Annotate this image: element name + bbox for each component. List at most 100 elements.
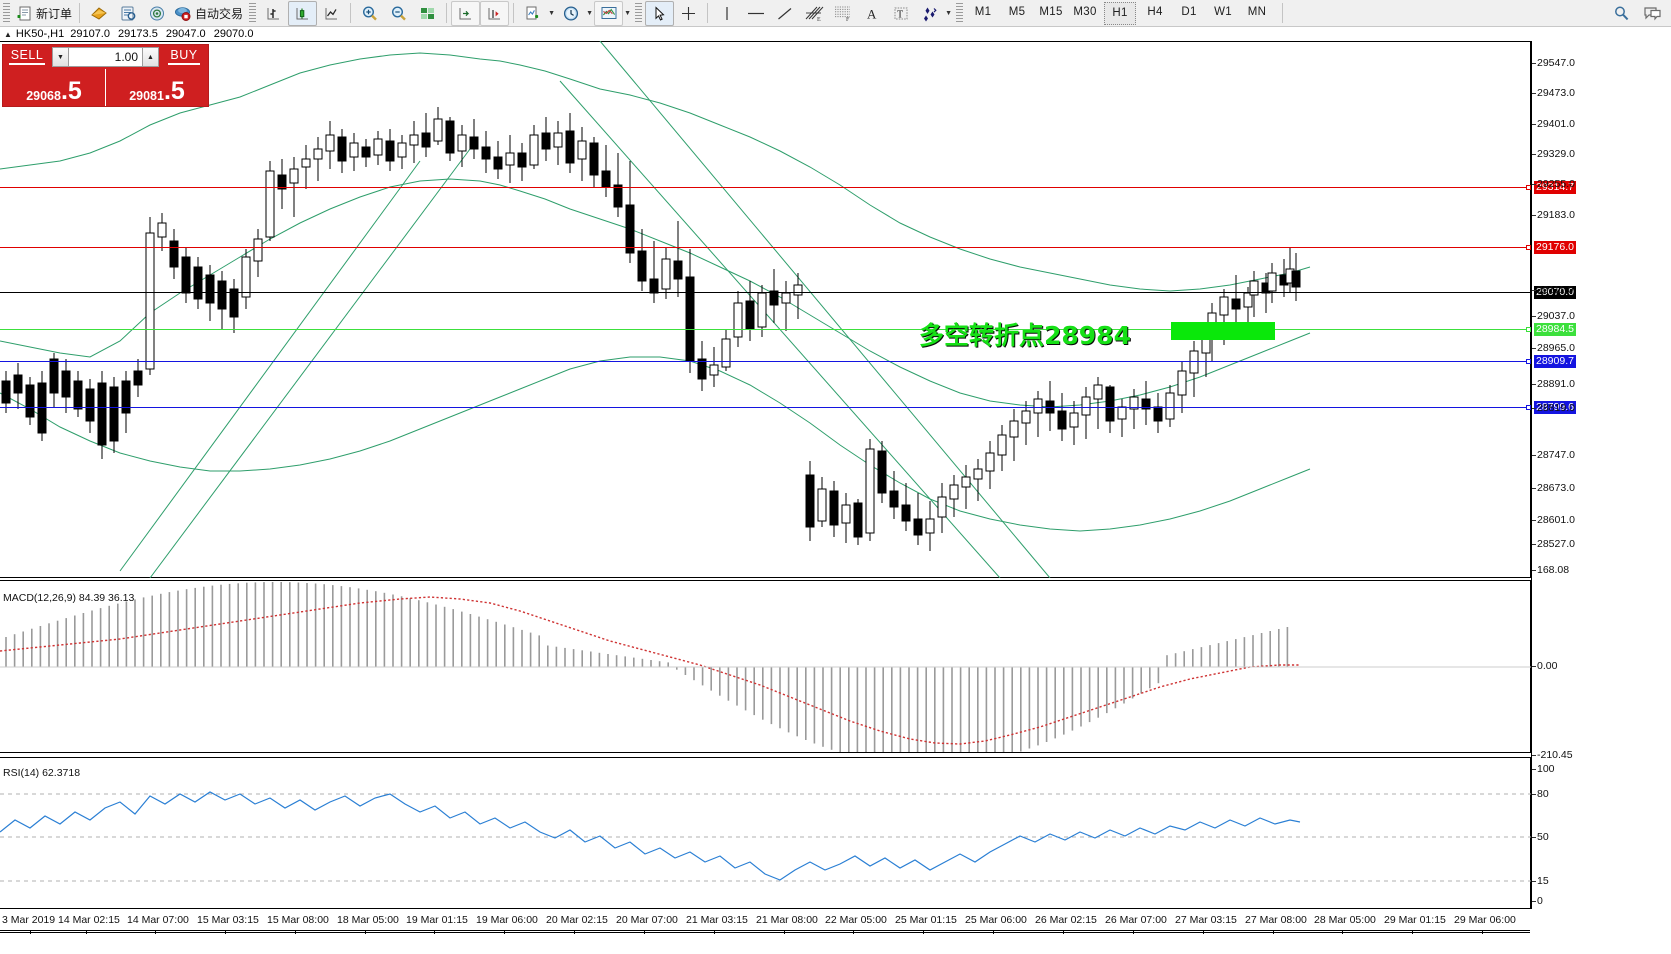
indicators-dropdown-arrow[interactable]: ▼ [548,9,555,17]
fibonacci-button[interactable]: F [828,1,857,26]
price-tick [1532,384,1536,385]
zoom-out-button[interactable] [384,1,413,26]
volume-decrement-icon[interactable]: ▼ [52,47,69,67]
expert-advisors-button[interactable] [84,1,113,26]
time-axis-tick [1482,930,1483,934]
indicator-tick-label: 80 [1537,788,1549,800]
chart-area[interactable]: 29314.7 29176.0 29070.0 28984.5 28909.7 28799… [0,41,1671,952]
support-line-28799[interactable] [0,407,1531,408]
resistance-line-29314-handle[interactable] [1526,185,1531,190]
support-line-28909-handle[interactable] [1526,359,1531,364]
toolbar-separator-5 [707,3,709,23]
timeframe-d1[interactable]: D1 [1181,6,1197,18]
trend-line-button[interactable] [770,1,799,26]
toolbar-separator-3 [446,3,448,23]
time-axis-tick [1133,930,1134,934]
auto-scroll-button[interactable] [480,0,510,26]
time-axis-tick [504,930,505,934]
sell-price[interactable]: 29068.5 [3,69,106,106]
volume-value[interactable]: 1.00 [69,47,142,67]
timeframe-m15[interactable]: M15 [1039,6,1063,18]
cursor-button[interactable] [645,0,675,26]
rsi-chart-canvas[interactable] [0,758,1531,908]
volume-stepper[interactable]: ▼ 1.00 ▲ [52,47,159,67]
collapse-triangle-icon[interactable]: ▲ [4,29,12,39]
chat-icon[interactable] [1638,1,1667,26]
ohlc-open: 29107.0 [70,28,110,40]
buy-button[interactable]: BUY [160,45,208,69]
indicator-tick [1532,570,1536,571]
price-tick [1532,520,1536,521]
text-label-button[interactable]: T [886,1,915,26]
symbol-name: HK50-,H1 [15,28,65,40]
pivot-line-28984[interactable] [0,329,1531,330]
autotrading-button[interactable]: 自动交易 [171,1,246,26]
bar-chart-button[interactable] [259,1,288,26]
timeframe-m1[interactable]: M1 [974,6,992,18]
macd-chart-canvas[interactable] [0,581,1531,752]
time-axis-label: 26 Mar 07:00 [1105,914,1167,926]
price-tick-label: 28965.0 [1537,342,1575,354]
timeframe-h1[interactable]: H1 [1104,1,1137,25]
objects-button[interactable] [915,1,944,26]
macd-indicator-label: MACD(12,26,9) 84.39 36.13 [3,592,135,604]
horizontal-line-button[interactable] [741,1,770,26]
candlestick-chart-button[interactable] [288,0,318,26]
resistance-line-29314[interactable] [0,187,1531,188]
one-click-trading-panel[interactable]: SELL ▼ 1.00 ▲ BUY 29068.5 29081.5 [2,44,209,107]
templates-button[interactable] [594,0,624,26]
timeframe-group: M1 M5 M15 M30 H1 H4 D1 W1 MN [966,1,1274,25]
timeframe-h4[interactable]: H4 [1147,6,1163,18]
rsi-indicator-label: RSI(14) 62.3718 [3,767,81,779]
buy-price[interactable]: 29081.5 [129,77,185,105]
time-axis-tick [923,930,924,934]
resistance-line-29176-handle[interactable] [1526,245,1531,250]
time-axis-label: 27 Mar 08:00 [1245,914,1307,926]
zoom-in-button[interactable] [355,1,384,26]
ohlc-close: 29070.0 [213,28,254,40]
text-button[interactable]: A [857,1,886,26]
timeframe-m30[interactable]: M30 [1073,6,1097,18]
indicator-tick [1532,901,1536,902]
svg-text:E: E [817,17,821,22]
svg-text:F: F [846,17,850,22]
new-order-button[interactable]: 新订单 [13,1,75,26]
timeframe-w1[interactable]: W1 [1214,6,1232,18]
equidistant-channel-button[interactable]: E [799,1,828,26]
chart-shift-button[interactable] [451,0,481,26]
crosshair-button[interactable] [674,1,703,26]
period-dropdown-arrow[interactable]: ▼ [586,9,593,17]
time-axis-label: 20 Mar 02:15 [546,914,608,926]
search-icon[interactable] [1607,1,1636,26]
sell-button[interactable]: SELL [3,45,51,69]
support-line-28909[interactable] [0,361,1531,362]
market-watch-button[interactable] [113,1,142,26]
price-tick [1532,63,1536,64]
time-axis-tick [574,930,575,934]
timeframe-mn[interactable]: MN [1247,6,1267,18]
period-button[interactable] [556,1,585,26]
price-tick [1532,408,1536,409]
time-axis-tick [434,930,435,934]
indicators-button[interactable] [518,1,547,26]
volume-increment-icon[interactable]: ▲ [142,47,159,67]
toolbar-grip-4[interactable] [956,3,964,23]
toolbar-grip[interactable] [3,3,10,23]
tile-windows-button[interactable] [413,1,442,26]
current-price-29070[interactable] [0,292,1531,293]
price-chart-canvas[interactable] [0,41,1531,578]
line-chart-button[interactable] [317,1,346,26]
resistance-line-29176[interactable] [0,247,1531,248]
support-line-28799-handle[interactable] [1526,405,1531,410]
time-axis-label: 20 Mar 07:00 [616,914,678,926]
toolbar-grip-3[interactable] [635,3,643,23]
templates-dropdown-arrow[interactable]: ▼ [624,9,631,17]
price-tick-label: 29183.0 [1537,209,1575,221]
toolbar-grip-2[interactable] [249,3,257,23]
vertical-line-button[interactable] [712,1,741,26]
navigator-button[interactable] [142,1,171,26]
timeframe-m5[interactable]: M5 [1008,6,1026,18]
pivot-line-28984-handle[interactable] [1526,327,1531,332]
objects-dropdown-arrow[interactable]: ▼ [945,9,952,17]
price-tick-label: 28673.0 [1537,482,1575,494]
